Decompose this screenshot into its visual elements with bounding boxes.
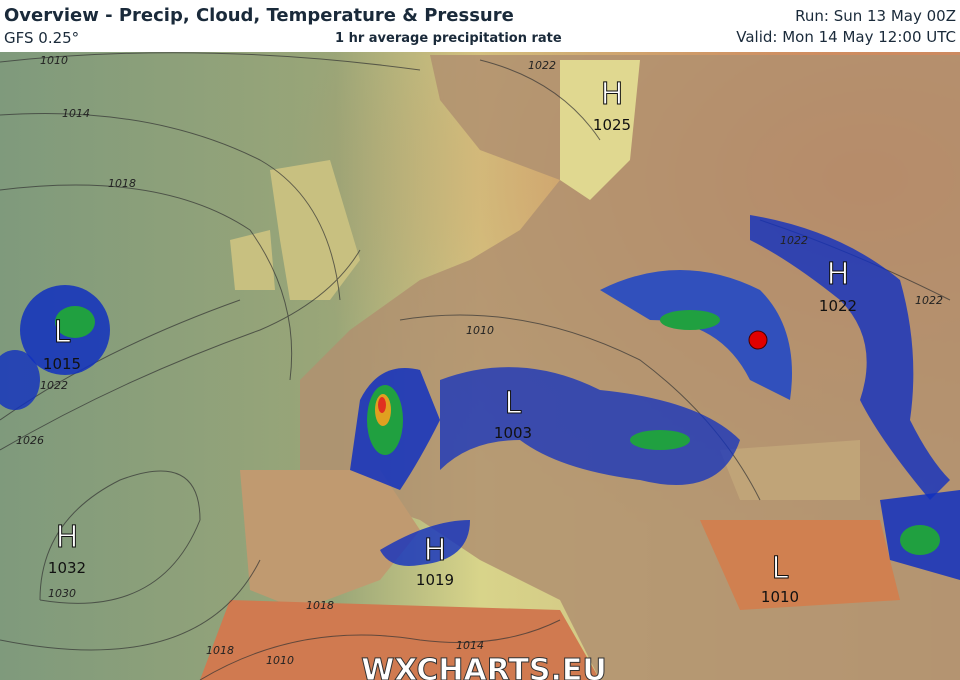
- watermark-logo: WXCHARTS.EU: [361, 653, 607, 680]
- run-time: Run: Sun 13 May 00Z: [795, 7, 956, 25]
- svg-text:H: H: [56, 520, 79, 555]
- svg-text:L: L: [772, 551, 789, 586]
- svg-text:1026: 1026: [16, 434, 44, 447]
- pressure-center-high[interactable]: H 1025: [593, 77, 631, 135]
- svg-text:1019: 1019: [416, 571, 454, 589]
- svg-text:1022: 1022: [915, 294, 943, 307]
- svg-text:H: H: [424, 533, 447, 568]
- svg-text:L: L: [54, 315, 71, 350]
- great-britain: [270, 160, 360, 300]
- pressure-center-low[interactable]: L 1003: [494, 386, 532, 443]
- svg-text:1022: 1022: [819, 297, 857, 315]
- ireland: [230, 230, 275, 290]
- svg-text:1030: 1030: [48, 587, 76, 600]
- svg-text:L: L: [505, 386, 522, 421]
- svg-text:1010: 1010: [266, 654, 294, 667]
- north-africa: [200, 600, 600, 680]
- iberia: [240, 470, 420, 610]
- map-title: Overview - Precip, Cloud, Temperature & …: [4, 5, 514, 26]
- pressure-center-low[interactable]: L 1010: [761, 551, 799, 607]
- svg-text:1010: 1010: [40, 54, 68, 67]
- svg-text:1022: 1022: [40, 379, 68, 392]
- pressure-center-high[interactable]: H 1019: [416, 533, 454, 590]
- svg-text:1014: 1014: [62, 107, 90, 120]
- location-marker[interactable]: [748, 330, 768, 350]
- svg-text:1018: 1018: [108, 177, 136, 190]
- svg-text:1014: 1014: [456, 639, 484, 652]
- svg-text:1018: 1018: [306, 599, 334, 612]
- svg-text:1032: 1032: [48, 559, 86, 577]
- svg-text:H: H: [827, 257, 850, 292]
- turkey: [700, 520, 900, 610]
- pressure-center-high[interactable]: H 1022: [819, 257, 857, 316]
- precipitation: [0, 215, 960, 580]
- svg-text:1015: 1015: [43, 355, 81, 373]
- isobar-labels: 1010 1014 1018 1022 1022 1022 1010 1022 …: [16, 54, 943, 667]
- valid-time: Valid: Mon 14 May 12:00 UTC: [736, 28, 956, 46]
- header: Overview - Precip, Cloud, Temperature & …: [0, 0, 960, 52]
- scandinavia: [560, 60, 640, 200]
- svg-text:1022: 1022: [780, 234, 808, 247]
- svg-text:1022: 1022: [528, 59, 556, 72]
- layer-subtitle: 1 hr average precipitation rate: [335, 31, 562, 46]
- svg-text:1025: 1025: [593, 116, 631, 134]
- pressure-centers: H 1025 H 1022 L 1015 L 1003 H 1032 H 1019 L 101…: [43, 77, 857, 607]
- svg-text:1018: 1018: [206, 644, 234, 657]
- pressure-center-low[interactable]: L 1015: [43, 315, 81, 374]
- svg-text:1003: 1003: [494, 424, 532, 442]
- model-label: GFS 0.25°: [4, 29, 80, 47]
- svg-text:1010: 1010: [466, 324, 494, 337]
- svg-text:H: H: [601, 77, 624, 112]
- black-sea: [720, 440, 860, 500]
- pressure-center-high[interactable]: H 1032: [48, 520, 86, 578]
- svg-text:1010: 1010: [761, 588, 799, 606]
